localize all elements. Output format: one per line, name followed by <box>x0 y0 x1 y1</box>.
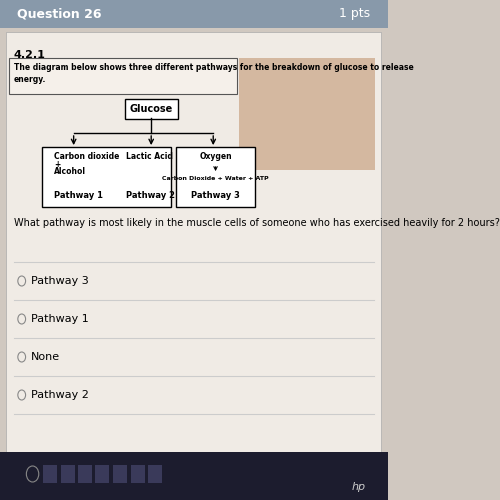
FancyBboxPatch shape <box>125 99 178 119</box>
FancyBboxPatch shape <box>44 465 58 483</box>
Text: Pathway 3: Pathway 3 <box>31 276 89 286</box>
Text: Oxygen: Oxygen <box>199 152 232 161</box>
FancyBboxPatch shape <box>148 465 162 483</box>
Text: Lactic Acid: Lactic Acid <box>126 152 172 161</box>
FancyBboxPatch shape <box>113 465 127 483</box>
Text: Glucose: Glucose <box>130 104 173 114</box>
Text: Pathway 2: Pathway 2 <box>126 191 174 200</box>
FancyBboxPatch shape <box>176 147 255 207</box>
Text: The diagram below shows three different pathways for the breakdown of glucose to: The diagram below shows three different … <box>14 63 413 84</box>
Text: Pathway 3: Pathway 3 <box>191 191 240 200</box>
Text: hp: hp <box>351 482 366 492</box>
Text: None: None <box>31 352 60 362</box>
Text: 1 pts: 1 pts <box>340 8 370 20</box>
FancyBboxPatch shape <box>239 58 376 170</box>
Text: Pathway 1: Pathway 1 <box>31 314 89 324</box>
Text: Carbon Dioxide + Water + ATP: Carbon Dioxide + Water + ATP <box>162 176 269 181</box>
FancyBboxPatch shape <box>10 58 237 94</box>
FancyBboxPatch shape <box>42 147 172 207</box>
Text: Pathway 2: Pathway 2 <box>31 390 89 400</box>
FancyBboxPatch shape <box>0 0 388 28</box>
FancyBboxPatch shape <box>0 452 388 500</box>
Text: 4.2.1: 4.2.1 <box>14 50 46 60</box>
FancyBboxPatch shape <box>62 465 75 483</box>
Text: What pathway is most likely in the muscle cells of someone who has exercised hea: What pathway is most likely in the muscl… <box>14 218 500 228</box>
FancyBboxPatch shape <box>96 465 110 483</box>
FancyBboxPatch shape <box>78 465 92 483</box>
Text: Pathway 1: Pathway 1 <box>54 191 104 200</box>
Text: Alcohol: Alcohol <box>54 167 86 176</box>
FancyBboxPatch shape <box>131 465 145 483</box>
FancyBboxPatch shape <box>6 32 382 452</box>
Text: +: + <box>54 160 60 169</box>
Text: Question 26: Question 26 <box>17 8 102 20</box>
Text: Carbon dioxide: Carbon dioxide <box>54 152 120 161</box>
